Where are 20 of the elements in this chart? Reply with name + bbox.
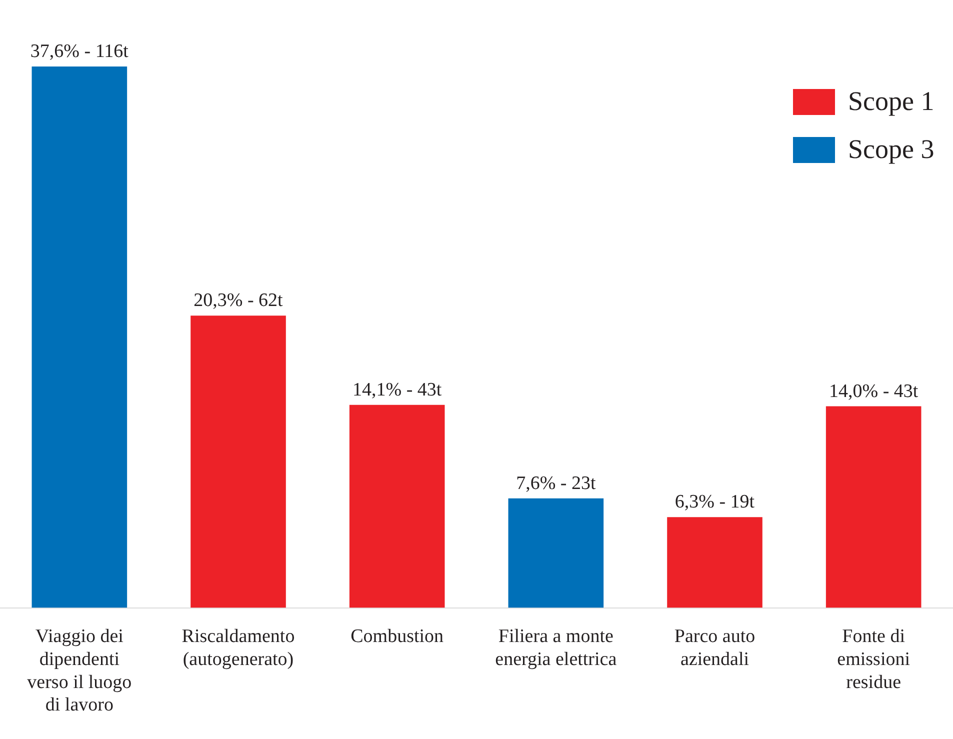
x-tick-label: Viaggio dei dipendenti verso il luogo di lavoro bbox=[27, 626, 132, 716]
data-label: 20,3% - 62t bbox=[194, 290, 284, 312]
bar bbox=[190, 316, 286, 608]
bar bbox=[349, 404, 445, 608]
legend-label: Scope 1 bbox=[848, 86, 934, 116]
bar bbox=[826, 406, 922, 608]
data-label: 6,3% - 19t bbox=[674, 492, 756, 513]
x-tick-label: Filiera a monte energia elettrica bbox=[495, 626, 618, 670]
bar bbox=[667, 517, 762, 608]
data-label: 14,1% - 43t bbox=[352, 379, 442, 400]
x-tick-label: Fonte di emissioni residue bbox=[837, 626, 910, 693]
data-label: 7,6% - 23t bbox=[516, 472, 596, 494]
x-tick-label: Combustion bbox=[350, 626, 444, 648]
x-tick-label: Riscaldamento (autogenerato) bbox=[182, 626, 295, 670]
bar bbox=[508, 498, 604, 608]
data-label: 14,0% - 43t bbox=[828, 380, 919, 402]
x-tick-label: Parco auto aziendali bbox=[674, 626, 756, 670]
bar bbox=[32, 66, 128, 608]
legend-label: Scope 3 bbox=[848, 134, 934, 164]
data-label: 37,6% - 116t bbox=[30, 41, 130, 62]
